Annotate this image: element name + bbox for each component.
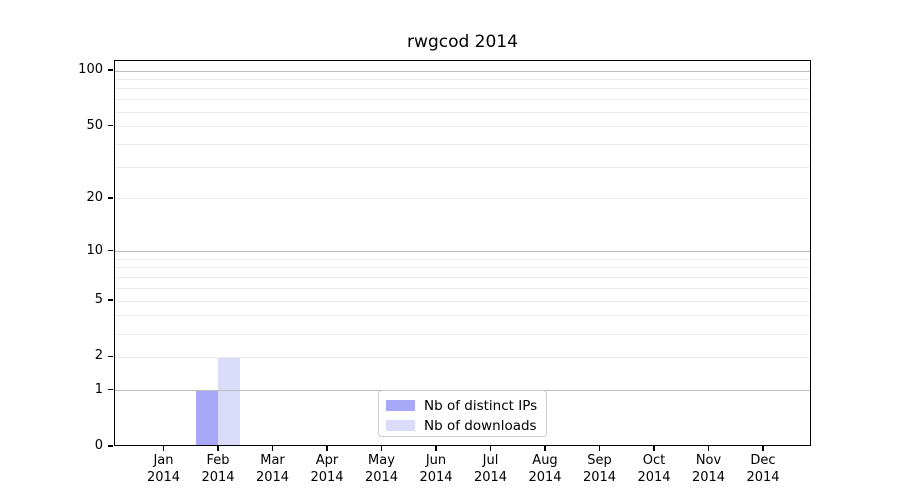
x-tick-month: Oct [642,453,666,468]
gridline-minor [115,287,810,289]
legend: Nb of distinct IPs Nb of downloads [378,390,547,437]
x-tick-year: 2014 [146,470,181,485]
x-tick-label: Oct 2014 [619,452,689,486]
gridline-minor [115,315,810,317]
legend-swatch-nb-of-distinct-ips [386,400,415,411]
plot-area [114,60,811,446]
bars-layer [115,61,810,445]
x-tick-year: 2014 [746,470,780,485]
x-tick-month: Feb [206,453,230,468]
x-tick-mark [707,446,710,451]
y-tick-mark [108,249,113,252]
y-tick-mark [108,197,113,199]
x-tick-year: 2014 [582,470,617,485]
y-tick-label: 20 [86,189,103,205]
x-tick-mark [598,446,601,451]
y-tick-mark [108,124,113,127]
x-tick-month: May [368,453,395,468]
bar-nb-of-downloads [218,357,240,445]
x-tick-year: 2014 [201,470,235,485]
legend-item: Nb of distinct IPs [386,397,546,414]
bar-nb-of-distinct-ips [196,390,218,445]
x-tick-label: May 2014 [347,452,417,486]
y-tick-mark [108,445,113,447]
x-tick-year: 2014 [473,470,508,485]
x-tick-label: Jan 2014 [129,452,199,486]
x-tick-label: Jun 2014 [401,452,471,486]
x-tick-month: Dec [750,453,776,468]
gridline-minor [115,143,810,145]
gridline-minor [115,126,810,128]
y-tick-mark [108,355,113,358]
x-tick-year: 2014 [364,470,399,485]
x-tick-label: Apr 2014 [292,452,362,486]
y-tick-mark [108,69,113,71]
y-tick-label: 100 [78,62,103,77]
x-tick-year: 2014 [637,470,671,485]
gridline-minor [115,333,810,335]
x-tick-label: Sep 2014 [565,452,635,486]
x-tick-mark [435,446,437,451]
chart-title: rwgcod 2014 [407,32,518,52]
x-tick-month: Jun [425,453,447,468]
y-tick-mark [108,299,113,301]
x-tick-mark [489,446,492,451]
gridline-minor [115,267,810,269]
y-tick-mark [108,388,113,391]
x-tick-year: 2014 [419,470,453,485]
gridline-minor [115,198,810,200]
x-tick-label: Aug 2014 [510,452,580,486]
legend-item: Nb of downloads [386,417,546,434]
legend-swatch-nb-of-downloads [386,420,415,431]
y-tick-label: 0 [94,438,103,453]
gridline-minor [115,99,810,101]
gridline-major [115,70,810,72]
gridlines-layer [115,61,810,445]
x-tick-month: Jan [153,453,174,468]
x-tick-mark [217,446,219,451]
x-tick-month: Nov [695,453,722,468]
x-tick-month: Mar [260,453,285,468]
x-tick-label: Jul 2014 [456,452,526,486]
x-tick-month: Jul [482,453,499,468]
legend-label: Nb of downloads [424,417,537,434]
x-tick-year: 2014 [528,470,562,485]
gridline-minor [115,300,810,302]
gridline-minor [115,258,810,260]
gridline-minor [115,277,810,279]
y-tick-label: 2 [94,348,103,364]
x-tick-month: Aug [532,453,558,468]
y-tick-label: 5 [94,292,103,308]
x-tick-year: 2014 [310,470,344,485]
x-tick-mark [380,446,383,451]
gridline-minor [115,166,810,168]
x-tick-month: Apr [315,453,339,468]
x-tick-mark [544,446,546,451]
gridline-minor [115,111,810,113]
x-tick-label: Feb 2014 [183,452,253,486]
x-tick-year: 2014 [691,470,726,485]
gridline-minor [115,78,810,80]
x-tick-year: 2014 [255,470,290,485]
y-tick-label: 10 [86,242,103,258]
x-tick-mark [762,446,764,451]
legend-label: Nb of distinct IPs [424,397,538,414]
x-tick-mark [271,446,274,451]
x-tick-mark [653,446,655,451]
x-tick-month: Sep [587,453,612,468]
x-tick-mark [326,446,328,451]
y-tick-label: 50 [86,117,103,133]
x-tick-label: Nov 2014 [674,452,744,486]
gridline-major [115,251,810,253]
gridline-minor [115,356,810,358]
gridline-minor [115,88,810,90]
y-tick-label: 1 [94,381,103,397]
x-tick-label: Mar 2014 [238,452,308,486]
x-tick-label: Dec 2014 [728,452,798,486]
x-tick-mark [162,446,165,451]
